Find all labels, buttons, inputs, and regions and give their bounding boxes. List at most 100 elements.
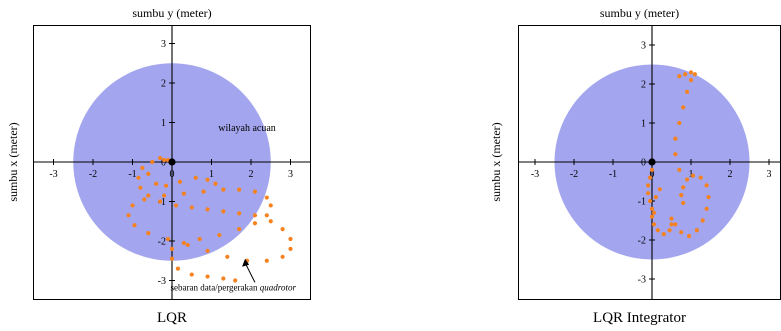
data-point xyxy=(692,72,698,77)
data-point xyxy=(679,193,684,198)
y-axis-title: sumbu x (meter) xyxy=(6,122,20,201)
data-point xyxy=(177,179,182,184)
data-point xyxy=(686,234,692,239)
data-point xyxy=(189,205,194,210)
y-tick-label: 0 xyxy=(641,158,646,169)
x-axis-title: sumbu y (meter) xyxy=(600,6,679,20)
data-point xyxy=(126,213,131,218)
y-tick-label: -1 xyxy=(638,197,646,208)
chart-title: LQR xyxy=(157,310,187,326)
data-point xyxy=(673,152,678,157)
data-point xyxy=(647,175,653,180)
data-point xyxy=(146,231,151,236)
y-tick-label: 3 xyxy=(161,39,166,50)
y-tick-label: -2 xyxy=(158,237,166,248)
y-tick-label: 2 xyxy=(641,80,646,91)
x-tick-label: 2 xyxy=(728,169,733,180)
data-point xyxy=(683,72,688,77)
annotation-text-main: sebaran data/pergerakan xyxy=(170,282,259,292)
data-point xyxy=(217,232,222,238)
data-point xyxy=(655,228,660,233)
data-point xyxy=(268,219,273,224)
y-tick-label: -2 xyxy=(638,236,646,247)
data-point xyxy=(197,236,202,242)
data-point xyxy=(221,276,226,281)
x-tick-label: 0 xyxy=(170,169,175,180)
data-point xyxy=(181,191,186,196)
data-point xyxy=(677,74,682,79)
data-point xyxy=(673,222,678,227)
x-tick-label: 1 xyxy=(209,169,214,180)
data-point xyxy=(136,175,141,180)
data-point xyxy=(237,227,242,232)
x-tick-label: 0 xyxy=(650,169,655,180)
y-tick-label: 1 xyxy=(161,118,166,129)
data-point xyxy=(677,167,682,172)
data-point xyxy=(264,195,269,200)
data-point xyxy=(706,195,711,200)
data-point xyxy=(233,278,238,283)
data-point xyxy=(264,213,269,218)
data-point xyxy=(130,203,135,208)
data-point xyxy=(268,203,273,208)
origin-marker xyxy=(648,158,656,166)
x-tick-label: -1 xyxy=(128,169,136,180)
data-point xyxy=(694,228,699,233)
data-point xyxy=(698,175,703,180)
x-tick-label: -3 xyxy=(49,169,57,180)
data-point xyxy=(673,136,678,141)
data-point xyxy=(677,120,682,126)
annotation-arrow-line xyxy=(244,262,256,283)
annotation-text-italic: quadrotor xyxy=(260,282,297,292)
y-tick-label: 2 xyxy=(161,79,166,90)
x-tick-label: -1 xyxy=(609,169,617,180)
data-point xyxy=(649,214,655,219)
data-point xyxy=(704,206,709,211)
data-point xyxy=(158,199,163,204)
data-point xyxy=(649,206,655,211)
data-point xyxy=(175,266,181,271)
data-point xyxy=(690,173,696,178)
data-point xyxy=(704,183,709,188)
data-point xyxy=(146,171,151,176)
data-point xyxy=(237,211,242,216)
data-point xyxy=(685,177,690,182)
chart-panel-lqr-integrator: -3 -2 -1 0 1 2 3 3 2 1 -1 -2 -3 0 sumbu y (meter) sumbu… xyxy=(489,6,781,326)
data-point xyxy=(252,213,258,218)
data-point xyxy=(252,189,258,194)
x-tick-label: 3 xyxy=(767,169,772,180)
data-point xyxy=(205,248,210,253)
x-tick-label: 2 xyxy=(249,169,254,180)
data-point xyxy=(669,222,674,227)
data-point xyxy=(237,187,242,192)
data-point xyxy=(264,258,269,263)
data-point xyxy=(138,185,143,190)
data-point xyxy=(185,242,190,248)
data-point xyxy=(221,187,226,192)
data-point xyxy=(669,216,674,221)
x-axis-title: sumbu y (meter) xyxy=(132,6,211,20)
x-tick-label: -2 xyxy=(570,169,578,180)
data-point xyxy=(679,230,684,235)
data-point xyxy=(189,272,194,277)
data-point xyxy=(657,187,662,192)
data-point xyxy=(288,246,293,251)
data-point xyxy=(688,78,694,83)
data-point xyxy=(688,70,694,75)
data-point xyxy=(252,221,258,226)
data-point xyxy=(681,185,686,190)
chart-title: LQR Integrator xyxy=(593,310,686,326)
data-point xyxy=(173,203,179,208)
data-point xyxy=(205,274,210,279)
data-point xyxy=(649,167,655,172)
data-point xyxy=(280,254,285,259)
data-point xyxy=(288,236,293,242)
y-tick-label: 1 xyxy=(641,119,646,130)
data-point xyxy=(647,198,653,204)
data-point xyxy=(653,195,659,200)
data-point xyxy=(280,227,285,232)
y-tick-label: -3 xyxy=(158,276,166,287)
annotation-text: sebaran data/pergerakan quadrotor xyxy=(170,282,296,292)
